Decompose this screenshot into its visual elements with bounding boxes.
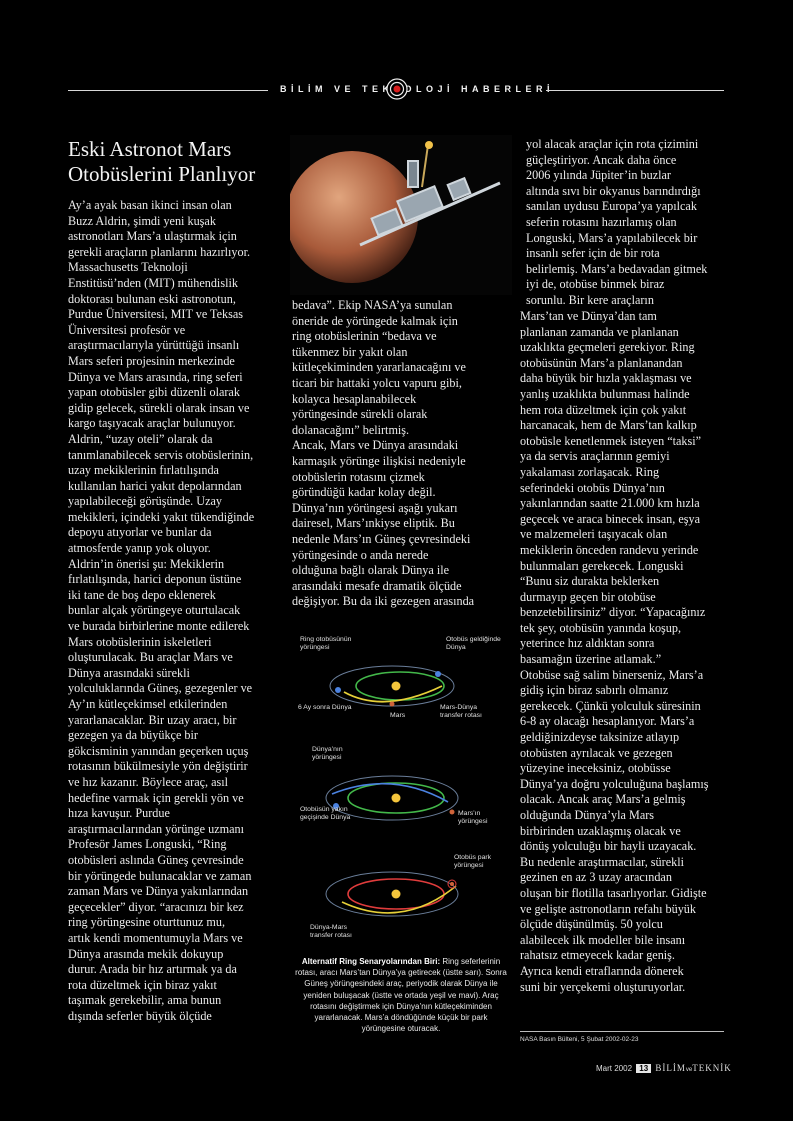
- diagram-caption: Alternatif Ring Senaryolarından Biri: Ri…: [292, 956, 510, 1034]
- caption-text: Ring seferlerinin rotası, aracı Mars’tan…: [295, 957, 507, 1034]
- diagram-label: Mars-Dünya transfer rotası: [440, 704, 482, 719]
- orbit-diagram: Ring otobüsünün yörüngesi Otobüs geldiği…: [292, 630, 510, 948]
- issue-date: Mart 2002: [596, 1064, 633, 1073]
- source-note: NASA Basın Bülteni, 5 Şubat 2002-02-23: [520, 1036, 639, 1043]
- article-column-3-top: yol alacak araçlar için rota çizimini gü…: [526, 137, 726, 309]
- header-rule-right: [546, 90, 724, 91]
- orbit-diagram-graphic: [325, 665, 459, 917]
- magazine-name-2: TEKNİK: [692, 1063, 732, 1073]
- article-column-1: Ay’a ayak basan ikinci insan olan Buzz A…: [68, 198, 280, 1024]
- column-3-top-text: yol alacak araçlar için rota çizimini gü…: [526, 137, 708, 307]
- section-title: BİLİM VE TEKNOLOJİ HABERLERİ: [280, 84, 555, 94]
- diagram-label: Otobüs park yörüngesi: [454, 854, 492, 869]
- magazine-name-ve: ve: [685, 1067, 693, 1073]
- spacecraft-mars-photo: [290, 135, 512, 295]
- magazine-name-1: BİLİM: [655, 1063, 686, 1073]
- diagram-label: Mars’ın yörüngesi: [458, 810, 488, 825]
- diagram-label: Otobüs geldiğinde Dünya: [446, 636, 501, 651]
- caption-title: Alternatif Ring Senaryolarından Biri:: [301, 957, 441, 966]
- section-header: BİLİM VE TEKNOLOJİ HABERLERİ: [68, 78, 724, 102]
- diagram-label: Mars: [390, 712, 406, 719]
- page-footer: Mart 2002 13 BİLİMveTEKNİK: [596, 1063, 732, 1073]
- spacecraft-illustration: [290, 141, 501, 283]
- diagram-label: Ring otobüsünün yörüngesi: [300, 636, 352, 651]
- header-rule-left: [68, 90, 268, 91]
- column-2-text: bedava”. Ekip NASA’ya sunulan öneride de…: [292, 298, 475, 609]
- article-column-3: Mars’tan ve Dünya’dan tam planlanan zama…: [520, 309, 726, 995]
- article-title: Eski Astronot Mars Otobüslerini Planlıyo…: [68, 137, 256, 186]
- target-logo-icon: [386, 78, 408, 100]
- diagram-label: Dünya’nın yörüngesi: [312, 746, 343, 761]
- article-column-2: bedava”. Ekip NASA’ya sunulan öneride de…: [292, 298, 512, 610]
- column-3-text: Mars’tan ve Dünya’dan tam planlanan zama…: [520, 309, 709, 994]
- page-number: 13: [636, 1064, 652, 1073]
- column-1-text: Ay’a ayak basan ikinci insan olan Buzz A…: [68, 198, 255, 1023]
- source-rule: [520, 1031, 724, 1032]
- diagram-label: Dünya-Mars transfer rotası: [310, 924, 352, 939]
- diagram-label: 6 Ay sonra Dünya: [298, 704, 352, 711]
- diagram-label: Otobüsün yakın geçişinde Dünya: [300, 806, 351, 821]
